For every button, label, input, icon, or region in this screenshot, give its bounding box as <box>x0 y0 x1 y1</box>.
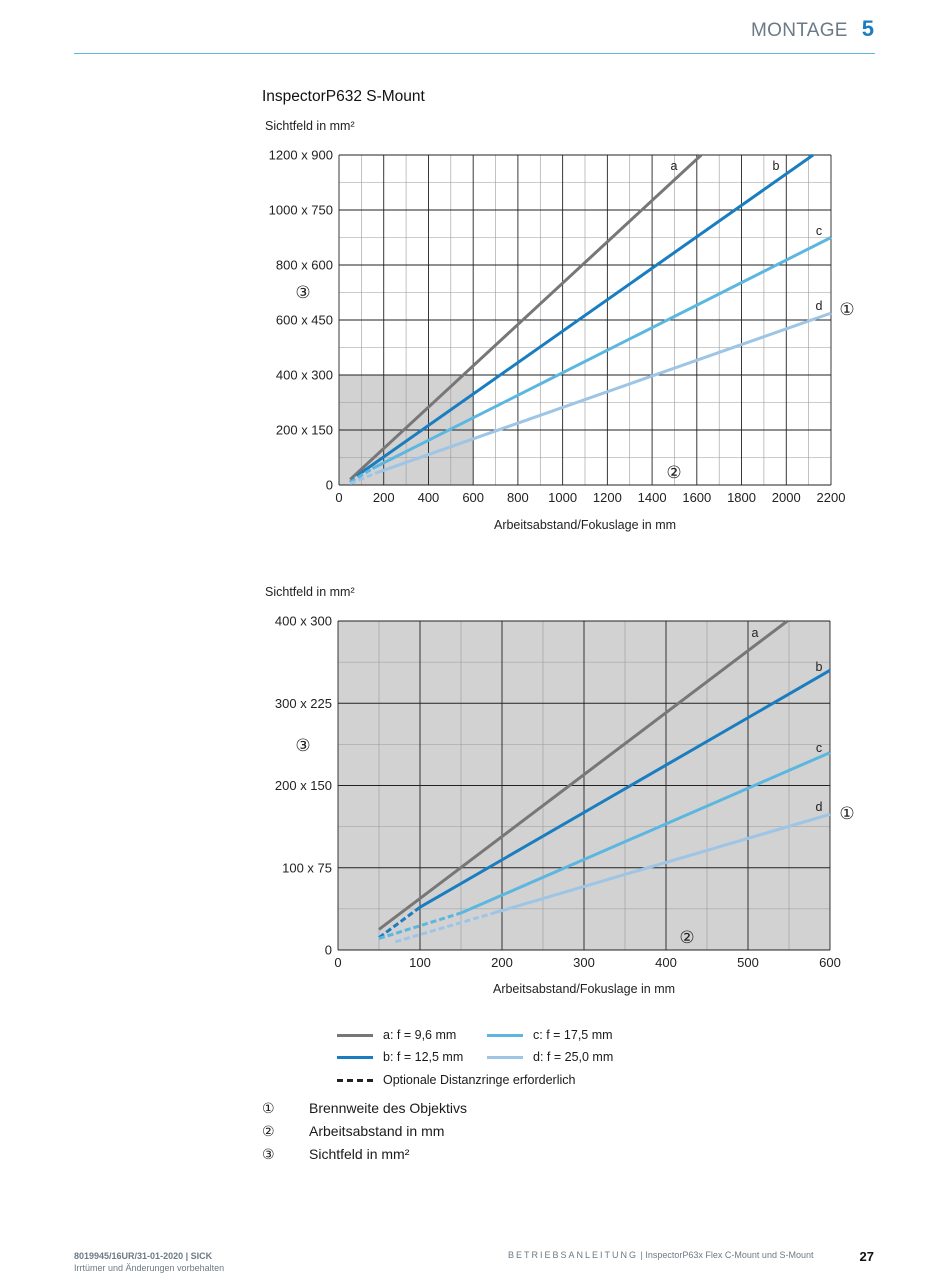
footnote-text: Brennweite des Objektivs <box>309 1100 467 1116</box>
chart1-annotation-field: ③ <box>295 283 310 302</box>
chart1-plot: a b c d 0 200 400 600 800 1000 1200 1400 1600 1800 200… <box>269 148 855 533</box>
chart1-series-b-line <box>360 153 814 474</box>
chart1-x-axis-label: Arbeitsabstand/Fokuslage in mm <box>494 518 676 532</box>
chart2-annotation-distance: ② <box>679 928 694 947</box>
legend-item-d: d: f = 25,0 mm <box>487 1050 613 1064</box>
legend-label-c: c: f = 17,5 mm <box>533 1028 613 1042</box>
chart1-series-c-line <box>371 236 832 470</box>
chart2-series-d-line <box>493 812 831 915</box>
chart1-annotation-focal: ① <box>839 300 854 319</box>
chart1-x-tick-label: 1200 <box>593 490 622 505</box>
chart1-y-tick-label: 1000 x 750 <box>269 203 333 218</box>
chart1-x-tick-label: 200 <box>373 490 395 505</box>
chart1-annotation-distance: ② <box>666 463 681 482</box>
footnote-number: ② <box>262 1123 275 1139</box>
footer-manual-label: BETRIEBSANLEITUNG <box>508 1250 639 1260</box>
chart1-series-label-c: c <box>816 224 822 238</box>
chart2-x-tick-label: 100 <box>409 955 431 970</box>
chart2-annotation-field: ③ <box>295 736 310 755</box>
legend-swatch-c <box>487 1033 523 1037</box>
legend-label-dashed: Optionale Distanzringe erforderlich <box>383 1073 576 1087</box>
chart1-y-tick-label: 0 <box>326 478 333 493</box>
chart2-y-tick-label: 300 x 225 <box>275 696 332 711</box>
legend-swatch-dashed <box>337 1078 373 1082</box>
footer-manual-title: | InspectorP63x Flex C-Mount und S-Mount <box>640 1250 814 1260</box>
chart1-x-tick-label: 1400 <box>638 490 667 505</box>
footnote-text: Sichtfeld in mm² <box>309 1146 410 1162</box>
chart1-x-tick-label: 0 <box>335 490 342 505</box>
legend-label-d: d: f = 25,0 mm <box>533 1050 614 1064</box>
chart1-series-a-line <box>349 153 703 481</box>
legend-swatch-b <box>337 1055 373 1059</box>
footer-disclaimer: Irrtümer und Änderungen vorbehalten <box>74 1263 225 1273</box>
chart1-series-d-dashed <box>349 471 378 486</box>
chart2-x-tick-label: 500 <box>737 955 759 970</box>
chart2-x-tick-label: 200 <box>491 955 513 970</box>
chart1-series-label-d: d <box>816 299 823 313</box>
chart1-y-tick-label: 1200 x 900 <box>269 148 333 163</box>
chart2-x-tick-label: 400 <box>655 955 677 970</box>
legend-label-b: b: f = 12,5 mm <box>383 1050 464 1064</box>
footer-manual: BETRIEBSANLEITUNG | InspectorP63x Flex C… <box>508 1250 813 1260</box>
chart1-x-tick-label: 600 <box>462 490 484 505</box>
chart2-x-tick-label: 300 <box>573 955 595 970</box>
chart1-x-tick-label: 2200 <box>817 490 846 505</box>
chart2-y-tick-label: 0 <box>325 943 332 958</box>
section-number: 5 <box>861 16 874 41</box>
chart1-x-tick-label: 800 <box>507 490 529 505</box>
chart1-x-tick-label: 2000 <box>772 490 801 505</box>
chart2-x-tick-label: 0 <box>334 955 341 970</box>
section-header: MONTAGE 5 <box>751 16 874 42</box>
page-number: 27 <box>859 1249 874 1264</box>
chart2-series-label-c: c <box>816 741 822 755</box>
chart1-series-label-b: b <box>773 159 780 173</box>
chart1-y-tick-label: 200 x 150 <box>276 423 333 438</box>
chart2-x-tick-label: 600 <box>819 955 841 970</box>
chart1-x-tick-label: 1800 <box>727 490 756 505</box>
section-name: MONTAGE <box>751 20 848 41</box>
legend-item-b: b: f = 12,5 mm <box>337 1050 463 1064</box>
chart1-series-d-line <box>376 311 832 475</box>
legend-item-c: c: f = 17,5 mm <box>487 1028 613 1042</box>
chart2-y-tick-label: 100 x 75 <box>282 860 332 875</box>
chart1-x-tick-label: 1000 <box>548 490 577 505</box>
chart2-series-label-b: b <box>816 660 823 674</box>
legend-item-a: a: f = 9,6 mm <box>337 1028 456 1042</box>
footnote-number: ① <box>262 1100 275 1116</box>
chart1-y-tick-label: 400 x 300 <box>276 368 333 383</box>
chart2-series-d-dashed <box>394 911 495 944</box>
legend-item-dashed: Optionale Distanzringe erforderlich <box>337 1073 575 1087</box>
chart2-x-axis-label: Arbeitsabstand/Fokuslage in mm <box>493 982 675 996</box>
legend-label-a: a: f = 9,6 mm <box>383 1028 457 1042</box>
footer-doc-id: 8019945/16UR/31-01-2020 | SICK <box>74 1251 213 1261</box>
chart2-y-tick-label: 200 x 150 <box>275 778 332 793</box>
chart1-series-label-a: a <box>671 159 678 173</box>
chart2-series-c-dashed <box>378 911 462 940</box>
chart-title: InspectorP632 S-Mount <box>262 88 425 105</box>
chart2-series-label-a: a <box>752 626 759 640</box>
chart1-y-tick-label: 800 x 600 <box>276 258 333 273</box>
legend-swatch-d <box>487 1055 523 1059</box>
footer-document-info: 8019945/16UR/31-01-2020 | SICK Irrtümer … <box>74 1250 224 1274</box>
chart1-x-tick-label: 400 <box>418 490 440 505</box>
footnote-number: ③ <box>262 1146 275 1162</box>
header-divider <box>74 53 875 54</box>
footnote-text: Arbeitsabstand in mm <box>309 1123 445 1139</box>
chart2-series-a-line <box>378 619 789 931</box>
chart2-series-b-line <box>419 669 831 909</box>
legend-swatch-a <box>337 1033 373 1037</box>
chart2-y-axis-label: Sichtfeld in mm² <box>265 585 355 599</box>
chart2-annotation-focal: ① <box>839 804 854 823</box>
chart2-plot: a b c d 0 100 200 300 400 500 600 0 100 x 75 200 x 15… <box>275 614 855 997</box>
chart1-y-axis-label: Sichtfeld in mm² <box>265 119 355 133</box>
chart1-series-c-dashed <box>349 467 374 484</box>
chart1-y-tick-label: 600 x 450 <box>276 313 333 328</box>
chart2-y-tick-label: 400 x 300 <box>275 614 332 629</box>
chart1-x-tick-label: 1600 <box>682 490 711 505</box>
chart2-series-label-d: d <box>816 800 823 814</box>
chart2-series-c-line <box>460 751 831 915</box>
